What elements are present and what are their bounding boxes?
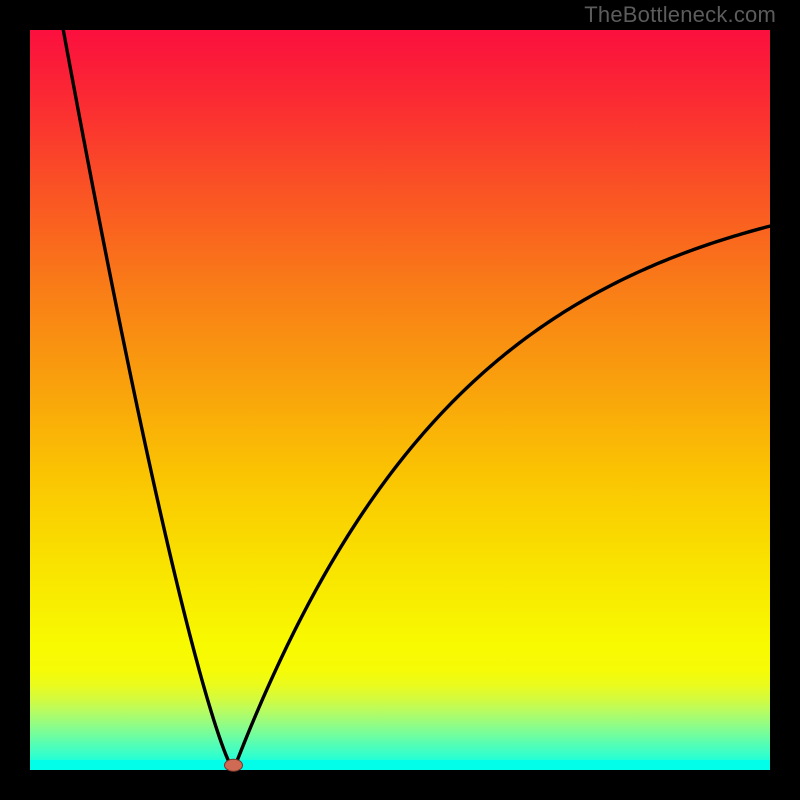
bottom-band: [30, 760, 770, 770]
bottleneck-chart: [0, 0, 800, 800]
minimum-marker: [225, 759, 243, 771]
plot-gradient: [30, 30, 770, 770]
chart-container: TheBottleneck.com: [0, 0, 800, 800]
